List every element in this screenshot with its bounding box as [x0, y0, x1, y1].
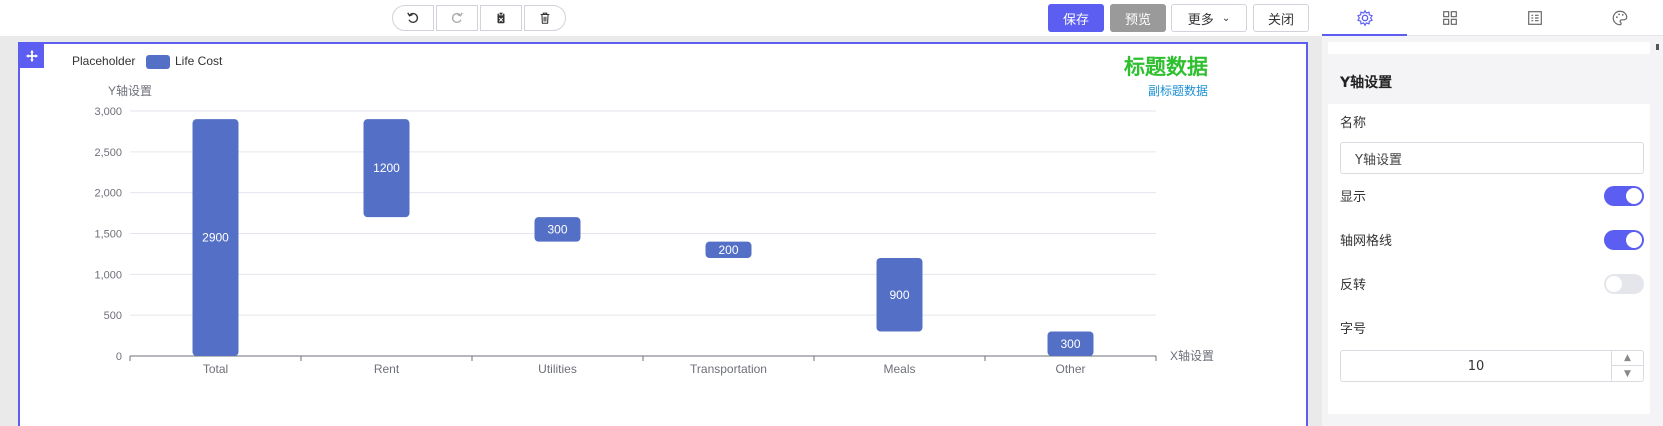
gridline-label: 轴网格线: [1340, 234, 1393, 249]
paste-button[interactable]: [480, 5, 522, 31]
data-label: 200: [718, 243, 738, 257]
settings-icon: [1356, 9, 1373, 26]
y-tick-label: 2,500: [94, 147, 122, 159]
table-icon: [1528, 10, 1543, 25]
chart-subtitle: 副标题数据: [1148, 83, 1208, 98]
bar: [192, 119, 239, 357]
x-tick-label: Total: [203, 362, 228, 376]
design-canvas: 0 500 1,000 1,500 2,000 2,500 3,000 Total Rent Ut…: [0, 36, 1322, 426]
bar: [876, 258, 923, 332]
name-input[interactable]: Y轴设置: [1340, 142, 1644, 174]
y-tick-label: 3,000: [94, 106, 122, 118]
y-tick-label: 2,000: [94, 188, 122, 200]
clipboard-icon: [497, 11, 505, 24]
panel-tabs: [1322, 0, 1663, 36]
x-tick-label: Utilities: [538, 362, 577, 376]
y-axis-title: Y轴设置: [108, 83, 152, 98]
x-tick-label: Transportation: [690, 362, 767, 376]
fontsize-value: 10: [1467, 358, 1485, 374]
legend-label: Placeholder: [72, 54, 135, 68]
increment-button[interactable]: ▲: [1611, 351, 1643, 366]
waterfall-chart: 0 500 1,000 1,500 2,000 2,500 3,000 Total Rent Ut…: [72, 54, 1214, 376]
close-button[interactable]: 关闭: [1253, 4, 1309, 32]
toggle-knob: [1626, 188, 1642, 204]
x-tick-label: Meals: [883, 362, 915, 376]
y-tick-label: 1,000: [94, 269, 122, 281]
reverse-toggle[interactable]: [1604, 274, 1644, 294]
reverse-label: 反转: [1340, 278, 1367, 293]
history-button-group: [392, 5, 568, 31]
scrollbar-thumb[interactable]: [1656, 44, 1659, 50]
fontsize-label: 字号: [1340, 322, 1367, 337]
chevron-down-icon: ⌄: [1221, 12, 1231, 24]
redo-button[interactable]: [436, 5, 478, 31]
data-label: 900: [889, 288, 909, 302]
x-tick-label: Rent: [374, 362, 400, 376]
yaxis-settings-form: 名称 Y轴设置 显示 轴网格线 反转 字号 10 ▲ ▼: [1328, 104, 1650, 414]
decrement-button[interactable]: ▼: [1611, 366, 1643, 381]
toggle-knob: [1626, 232, 1642, 248]
fontsize-input[interactable]: 10 ▲ ▼: [1340, 350, 1644, 382]
name-label: 名称: [1340, 116, 1367, 131]
tab-settings[interactable]: [1322, 0, 1408, 36]
tab-components[interactable]: [1407, 0, 1492, 35]
y-tick-label: 500: [104, 310, 122, 322]
section-title: Y轴设置: [1328, 62, 1650, 100]
data-label: 1200: [373, 161, 400, 175]
top-toolbar: 保存 预览 更多 ⌄ 关闭: [0, 0, 1322, 36]
x-axis-title: X轴设置: [1170, 348, 1214, 363]
legend-swatch: [146, 55, 170, 69]
toggle-knob: [1606, 276, 1622, 292]
palette-icon: [1613, 10, 1628, 25]
preview-button[interactable]: 预览: [1110, 4, 1166, 32]
redo-icon: [451, 12, 463, 23]
delete-button[interactable]: [524, 5, 566, 31]
data-label: 2900: [202, 231, 229, 245]
data-label: 300: [547, 222, 567, 236]
bar: [534, 217, 581, 242]
bar: [1047, 331, 1094, 356]
panel-top-strip: [1328, 42, 1650, 54]
properties-panel: Y轴设置 名称 Y轴设置 显示 轴网格线 反转 字号 10 ▲ ▼: [1322, 0, 1663, 426]
chevron-up-icon: ▲: [1624, 353, 1631, 363]
grid-icon: [1442, 10, 1457, 25]
name-input-value: Y轴设置: [1355, 152, 1402, 168]
x-tick-label: Other: [1055, 362, 1085, 376]
show-toggle[interactable]: [1604, 186, 1644, 206]
undo-button[interactable]: [392, 5, 434, 31]
chart-title: 标题数据: [1124, 55, 1208, 79]
chart-component[interactable]: 0 500 1,000 1,500 2,000 2,500 3,000 Total Rent Ut…: [18, 42, 1308, 426]
save-button[interactable]: 保存: [1048, 4, 1104, 32]
tab-style[interactable]: [1578, 0, 1663, 35]
more-dropdown[interactable]: 更多 ⌄: [1171, 4, 1247, 32]
y-tick-label: 1,500: [94, 229, 122, 241]
move-icon: [25, 49, 39, 63]
data-label: 300: [1060, 337, 1080, 351]
y-tick-label: 0: [116, 351, 122, 363]
bar: [363, 119, 410, 218]
legend-label: Life Cost: [175, 54, 223, 68]
undo-icon: [407, 12, 419, 23]
move-handle[interactable]: [20, 44, 44, 68]
trash-icon: [540, 12, 550, 24]
bar: [705, 241, 752, 258]
tab-data[interactable]: [1493, 0, 1578, 35]
show-label: 显示: [1340, 190, 1367, 205]
gridline-toggle[interactable]: [1604, 230, 1644, 250]
chevron-down-icon: ▼: [1624, 368, 1631, 379]
more-label: 更多: [1187, 12, 1214, 28]
